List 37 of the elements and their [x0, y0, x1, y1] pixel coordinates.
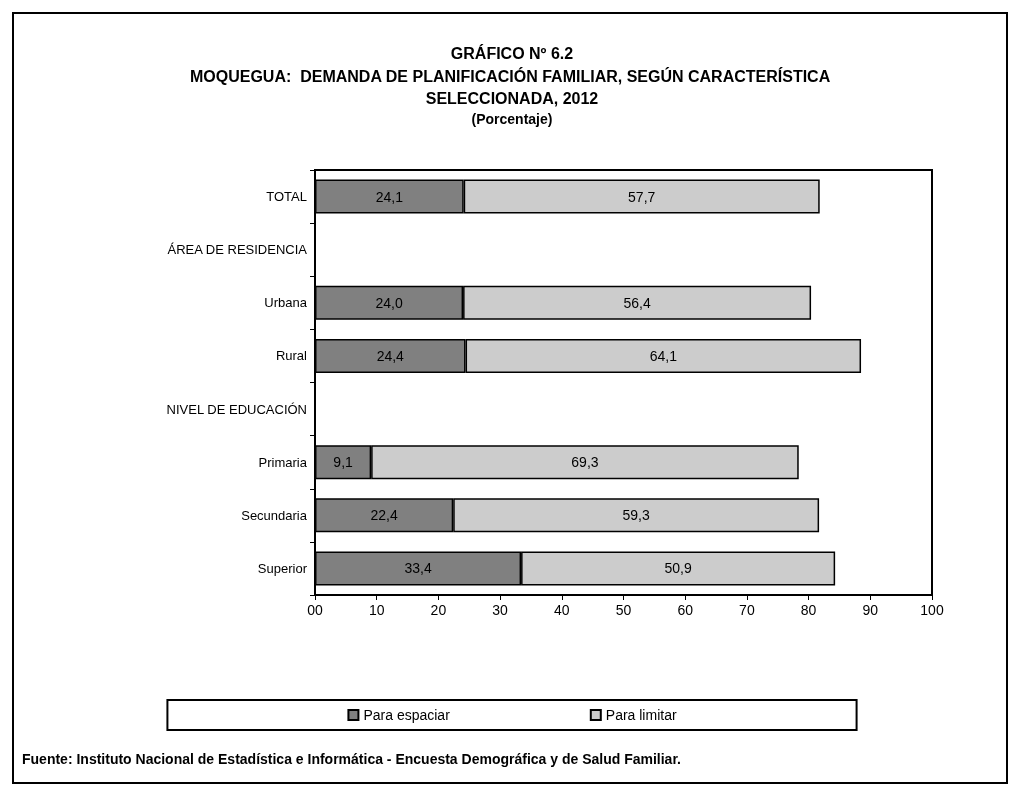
- x-tick-label: 40: [554, 602, 570, 618]
- data-label: 22,4: [370, 507, 398, 524]
- x-tick-label: 30: [492, 602, 509, 618]
- data-label: 64,1: [649, 347, 678, 364]
- y-tick-label: Primaria: [258, 454, 308, 470]
- data-label: 9,1: [333, 454, 354, 471]
- x-tick-label: 20: [430, 602, 447, 618]
- y-tick-label: Urbana: [264, 295, 308, 311]
- y-tick-label: NIVEL DE EDUCACIÓN: [166, 401, 307, 417]
- x-tick-label: 00: [307, 602, 323, 618]
- y-tick-label: TOTAL: [266, 189, 307, 205]
- x-tick-label: 10: [368, 602, 385, 618]
- chart-subtitle: MOQUEGUA: DEMANDA DE PLANIFICACIÓN FAMILIAR, SEGÚN CARACTERÍSTICA SELECCIONADA, 2012: [189, 66, 835, 107]
- data-label: 69,3: [571, 454, 599, 471]
- x-tick-label: 100: [920, 602, 944, 618]
- data-label: 50,9: [664, 560, 692, 577]
- x-tick-label: 50: [615, 602, 632, 618]
- legend-label: Para limitar: [605, 707, 677, 723]
- y-tick-label: Secundaria: [241, 507, 308, 523]
- x-tick-label: 70: [739, 602, 755, 618]
- data-label: 24,1: [375, 188, 404, 205]
- x-tick-label: 80: [800, 602, 817, 618]
- data-label: 56,4: [623, 294, 651, 311]
- source-note: Fuente: Instituto Nacional de Estadística e Informática - Encuesta Demográfica y de Salud Familiar.: [22, 751, 681, 767]
- y-tick-label: Superior: [257, 560, 308, 576]
- data-label: 59,3: [622, 507, 650, 524]
- x-tick-label: 90: [862, 602, 879, 618]
- data-label: 24,0: [375, 294, 403, 311]
- x-tick-label: 60: [677, 602, 694, 618]
- data-label: 57,7: [628, 188, 656, 205]
- data-label: 33,4: [404, 560, 432, 577]
- text: (Porcentaje): [471, 111, 553, 127]
- legend-label: Para espaciar: [363, 707, 451, 723]
- y-tick-label: ÁREA DE RESIDENCIA: [167, 242, 308, 258]
- y-tick-label: Rural: [275, 348, 308, 364]
- chart-title: GRÁFICO Nº 6.2: [450, 43, 574, 62]
- data-label: 24,4: [376, 347, 405, 364]
